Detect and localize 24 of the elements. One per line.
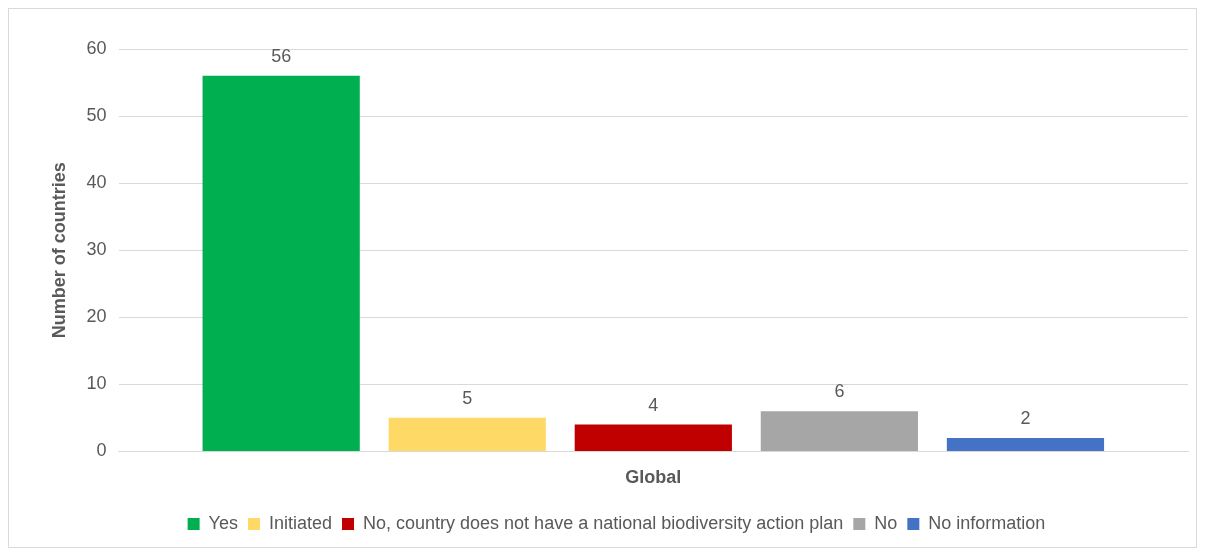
- y-tick-label: 50: [86, 105, 107, 126]
- legend-label: No information: [928, 512, 1046, 533]
- legend-label: No: [874, 512, 898, 533]
- bar: [946, 437, 1105, 451]
- bar: [574, 424, 732, 451]
- bar: [388, 417, 546, 451]
- legend-label: No, country does not have a national biodiversity action plan: [363, 512, 844, 533]
- y-axis-title: Number of countries: [48, 162, 69, 339]
- x-tick-label: Global: [625, 467, 682, 488]
- y-tick-label: 30: [86, 239, 107, 260]
- bar: [760, 411, 918, 451]
- y-tick-label: 10: [86, 373, 107, 394]
- data-label: 2: [1020, 407, 1031, 428]
- data-label: 4: [648, 394, 659, 415]
- data-label: 5: [462, 387, 473, 408]
- data-label: 6: [834, 381, 845, 402]
- y-tick-label: 0: [96, 440, 107, 461]
- y-tick-label: 20: [86, 306, 107, 327]
- y-tick-label: 60: [86, 37, 107, 58]
- legend-label: Initiated: [268, 512, 333, 533]
- legend-label: Yes: [208, 512, 238, 533]
- bar: [202, 75, 360, 451]
- data-label: 56: [271, 45, 292, 66]
- y-tick-label: 40: [86, 172, 107, 193]
